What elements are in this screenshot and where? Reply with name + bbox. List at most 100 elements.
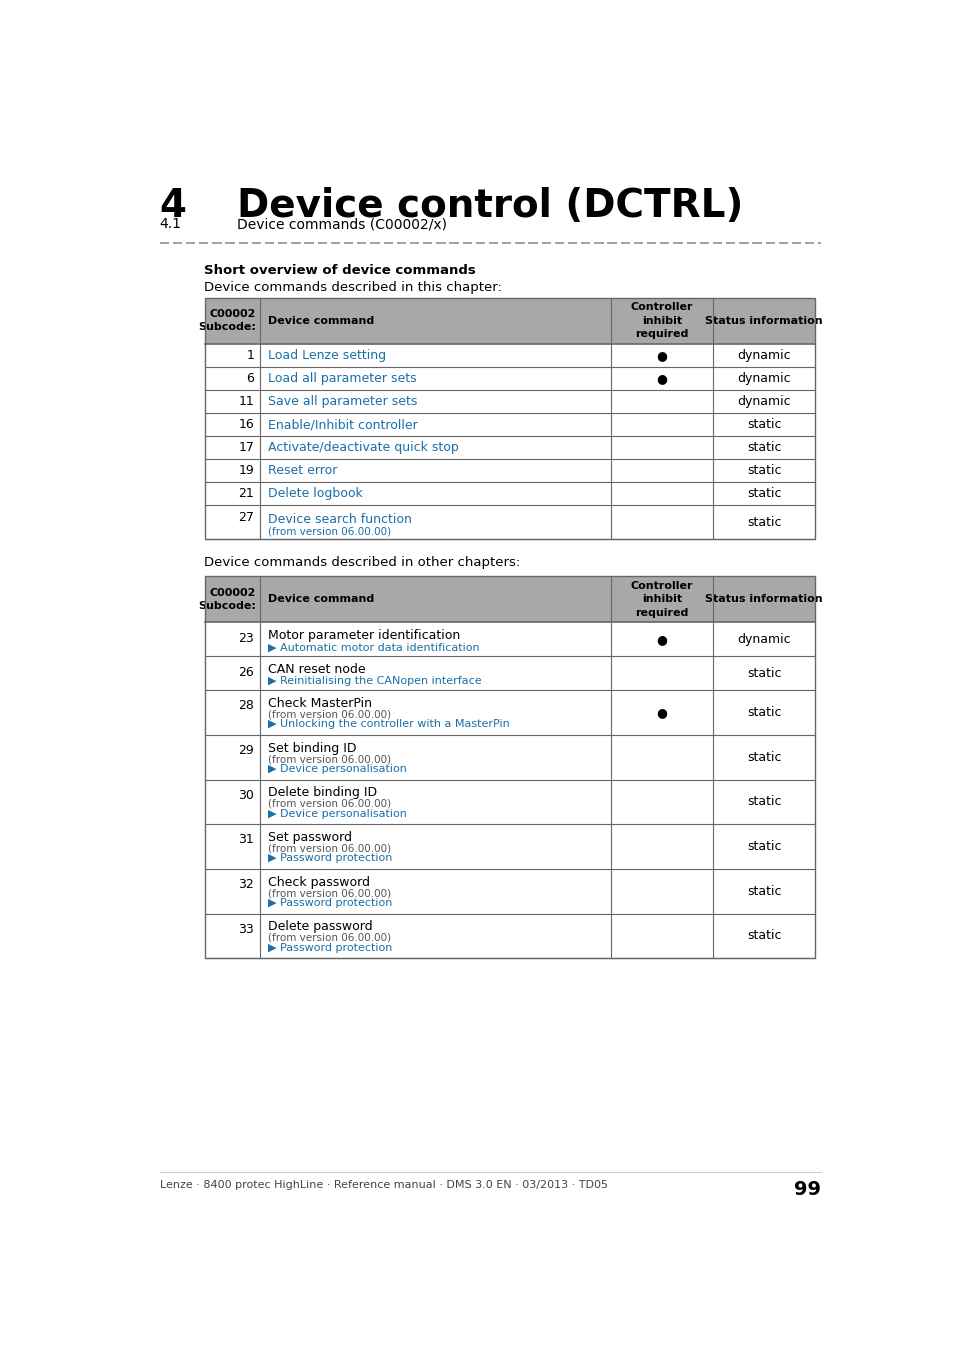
Text: static: static: [746, 929, 781, 942]
Text: Status information: Status information: [704, 594, 822, 605]
Bar: [204, 690, 815, 734]
Text: 23: 23: [238, 632, 253, 645]
Text: ▶ Unlocking the controller with a MasterPin: ▶ Unlocking the controller with a Master…: [268, 720, 509, 729]
Text: Delete binding ID: Delete binding ID: [268, 787, 376, 799]
Text: Device control (DCTRL): Device control (DCTRL): [236, 186, 742, 224]
Text: CAN reset node: CAN reset node: [268, 663, 365, 676]
Text: 28: 28: [238, 699, 253, 713]
Text: 29: 29: [238, 744, 253, 757]
Text: Motor parameter identification: Motor parameter identification: [268, 629, 459, 643]
Bar: [204, 459, 815, 482]
Bar: [204, 914, 815, 958]
Text: (from version 06.00.00): (from version 06.00.00): [268, 888, 391, 898]
Text: C00002
Subcode:: C00002 Subcode:: [197, 309, 255, 332]
Text: Check MasterPin: Check MasterPin: [268, 697, 372, 710]
Text: static: static: [746, 487, 781, 501]
Text: 32: 32: [238, 878, 253, 891]
Text: 6: 6: [246, 371, 253, 385]
Text: ▶ Password protection: ▶ Password protection: [268, 942, 392, 953]
Text: ▶ Password protection: ▶ Password protection: [268, 853, 392, 864]
Text: Controller
inhibit
required: Controller inhibit required: [630, 302, 692, 339]
Text: dynamic: dynamic: [737, 371, 790, 385]
Text: Check password: Check password: [268, 876, 370, 888]
Text: 17: 17: [238, 441, 253, 454]
Text: Device commands described in this chapter:: Device commands described in this chapte…: [204, 281, 502, 293]
Text: static: static: [746, 795, 781, 809]
Text: Enable/Inhibit controller: Enable/Inhibit controller: [268, 418, 417, 431]
Bar: [204, 622, 815, 656]
Bar: [204, 576, 815, 622]
Bar: [204, 779, 815, 825]
Text: Activate/deactivate quick stop: Activate/deactivate quick stop: [268, 441, 458, 454]
Text: (from version 06.00.00): (from version 06.00.00): [268, 526, 391, 536]
Text: ●: ●: [656, 348, 666, 362]
Text: Reset error: Reset error: [268, 464, 337, 478]
Text: Device commands (C00002/x): Device commands (C00002/x): [236, 217, 447, 231]
Text: 16: 16: [238, 418, 253, 431]
Text: static: static: [746, 516, 781, 529]
Text: ●: ●: [656, 706, 666, 720]
Bar: [204, 436, 815, 459]
Bar: [204, 344, 815, 367]
Bar: [204, 390, 815, 413]
Text: dynamic: dynamic: [737, 348, 790, 362]
Text: Set binding ID: Set binding ID: [268, 741, 356, 755]
Bar: [204, 367, 815, 390]
Text: Lenze · 8400 protec HighLine · Reference manual · DMS 3.0 EN · 03/2013 · TD05: Lenze · 8400 protec HighLine · Reference…: [159, 1180, 607, 1189]
Text: Set password: Set password: [268, 832, 352, 844]
Text: Short overview of device commands: Short overview of device commands: [204, 263, 476, 277]
Bar: [204, 825, 815, 869]
Text: Delete password: Delete password: [268, 921, 373, 933]
Text: ▶ Password protection: ▶ Password protection: [268, 898, 392, 909]
Text: Load all parameter sets: Load all parameter sets: [268, 371, 416, 385]
Text: static: static: [746, 418, 781, 431]
Text: C00002
Subcode:: C00002 Subcode:: [197, 587, 255, 612]
Text: Controller
inhibit
required: Controller inhibit required: [630, 580, 692, 617]
Text: dynamic: dynamic: [737, 633, 790, 645]
Text: static: static: [746, 840, 781, 853]
Text: static: static: [746, 706, 781, 720]
Text: 4: 4: [159, 186, 187, 224]
Bar: [204, 413, 815, 436]
Text: static: static: [746, 751, 781, 764]
Text: static: static: [746, 441, 781, 454]
Text: Device search function: Device search function: [268, 513, 412, 526]
Bar: [204, 869, 815, 914]
Text: static: static: [746, 667, 781, 680]
Text: 30: 30: [238, 788, 253, 802]
Bar: [204, 656, 815, 690]
Bar: [204, 482, 815, 505]
Text: 33: 33: [238, 923, 253, 936]
Text: ▶ Reinitialising the CANopen interface: ▶ Reinitialising the CANopen interface: [268, 676, 481, 686]
Text: (from version 06.00.00): (from version 06.00.00): [268, 933, 391, 942]
Bar: [204, 297, 815, 344]
Text: ▶ Device personalisation: ▶ Device personalisation: [268, 764, 407, 774]
Text: static: static: [746, 464, 781, 478]
Text: Load Lenze setting: Load Lenze setting: [268, 348, 386, 362]
Bar: [204, 576, 815, 958]
Text: 11: 11: [238, 396, 253, 408]
Text: 99: 99: [793, 1180, 820, 1199]
Text: (from version 06.00.00): (from version 06.00.00): [268, 844, 391, 853]
Bar: [204, 297, 815, 539]
Text: static: static: [746, 884, 781, 898]
Text: Device commands described in other chapters:: Device commands described in other chapt…: [204, 556, 520, 570]
Text: 31: 31: [238, 833, 253, 846]
Text: Device command: Device command: [268, 594, 374, 605]
Text: 27: 27: [238, 512, 253, 524]
Text: (from version 06.00.00): (from version 06.00.00): [268, 755, 391, 764]
Text: dynamic: dynamic: [737, 396, 790, 408]
Text: 4.1: 4.1: [159, 217, 181, 231]
Text: (from version 06.00.00): (from version 06.00.00): [268, 710, 391, 720]
Text: Status information: Status information: [704, 316, 822, 325]
Text: Save all parameter sets: Save all parameter sets: [268, 396, 417, 408]
Text: 1: 1: [246, 348, 253, 362]
Text: (from version 06.00.00): (from version 06.00.00): [268, 799, 391, 809]
Text: ●: ●: [656, 371, 666, 385]
Text: Device command: Device command: [268, 316, 374, 325]
Text: 21: 21: [238, 487, 253, 501]
Bar: [204, 734, 815, 779]
Text: ●: ●: [656, 633, 666, 645]
Bar: [204, 505, 815, 539]
Text: 19: 19: [238, 464, 253, 478]
